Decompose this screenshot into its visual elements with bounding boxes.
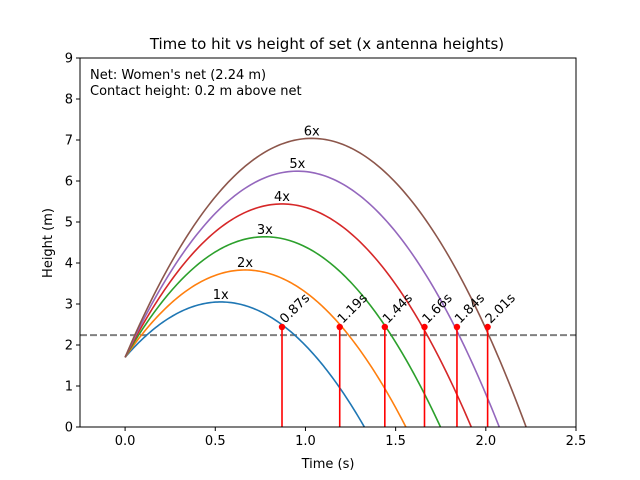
- y-tick-label: 5: [65, 216, 73, 231]
- y-tick-label: 2: [65, 339, 73, 354]
- hit-time-label-3x: 1.44s: [380, 291, 416, 327]
- y-tick-label: 9: [65, 52, 73, 67]
- hit-time-label-2x: 1.19s: [335, 291, 371, 327]
- x-tick-label: 2.0: [475, 434, 496, 449]
- chart-title: Time to hit vs height of set (x antenna …: [149, 35, 504, 53]
- series-line-2x: [124, 269, 407, 427]
- series-line-5x: [124, 170, 501, 427]
- x-tick-label: 0.5: [205, 434, 226, 449]
- x-tick-label: 1.5: [385, 434, 406, 449]
- peak-label-4x: 4x: [274, 190, 290, 205]
- hit-time-label-6x: 2.01s: [483, 291, 519, 327]
- y-tick-label: 6: [65, 175, 73, 190]
- peak-label-3x: 3x: [257, 223, 273, 238]
- y-tick-label: 1: [65, 380, 73, 395]
- series-line-3x: [124, 235, 442, 427]
- hit-point-5x: [453, 323, 461, 331]
- series-labels: 1x 0.87s2x1.19s3x1.44s4x1.66s5x1.84s6x2.0…: [213, 124, 519, 326]
- annotation-net: Net: Women's net (2.24 m): [90, 68, 266, 83]
- plot-series-group: [80, 137, 576, 427]
- x-tick-label: 1.0: [295, 434, 316, 449]
- x-tick-label: 0.0: [115, 434, 136, 449]
- peak-label-6x: 6x: [304, 124, 320, 139]
- peak-label-1x: 1x: [213, 288, 229, 303]
- annotation-contact-height: Contact height: 0.2 m above net: [90, 84, 302, 99]
- y-tick-label: 3: [65, 298, 73, 313]
- peak-label-5x: 5x: [289, 157, 305, 172]
- y-tick-label: 7: [65, 134, 73, 149]
- y-axis-label: Height (m): [41, 208, 56, 278]
- hit-time-label-1x: 0.87s: [277, 291, 313, 327]
- series-line-1x: [124, 301, 366, 427]
- hit-point-1x: [278, 323, 286, 331]
- series-line-4x: [124, 203, 472, 427]
- peak-label-2x: 2x: [237, 256, 253, 271]
- hit-point-6x: [484, 323, 491, 331]
- hit-point-3x: [381, 323, 389, 331]
- plot-area: 1x 0.87s2x1.19s3x1.44s4x1.66s5x1.84s6x2.0…: [80, 124, 576, 427]
- plot-frame: [79, 57, 577, 428]
- hit-point-4x: [421, 323, 428, 331]
- y-tick-label: 8: [65, 93, 73, 108]
- axes: 0.0 0.5 1.0 1.5 2.0 2.5 0 1 2 3 4 5 6 7 8 9: [65, 52, 587, 450]
- hit-point-2x: [336, 323, 343, 331]
- x-tick-label: 2.5: [566, 434, 587, 449]
- series-line-6x: [124, 137, 527, 427]
- x-axis-label: Time (s): [301, 457, 355, 472]
- y-tick-label: 4: [65, 257, 73, 272]
- y-tick-label: 0: [65, 421, 73, 436]
